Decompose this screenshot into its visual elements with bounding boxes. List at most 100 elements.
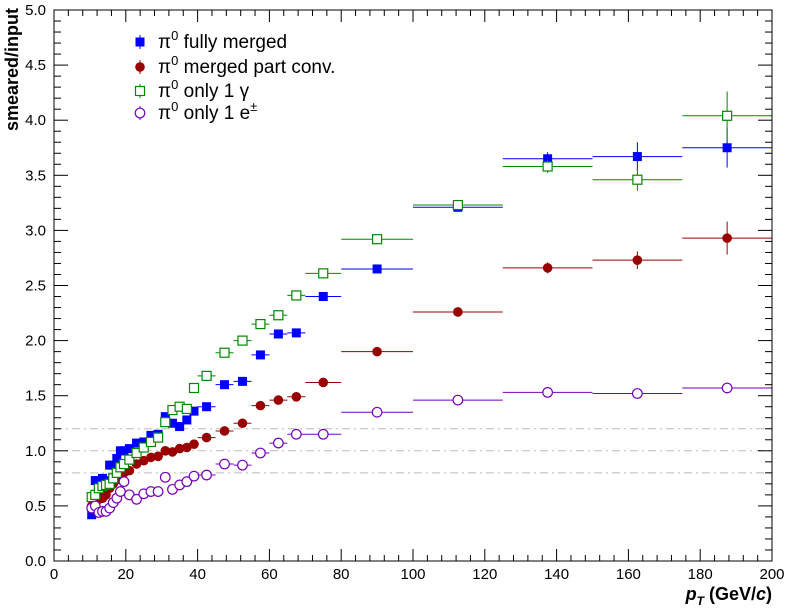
legend-label: π0 only 1 e± xyxy=(158,99,257,124)
data-point xyxy=(201,432,212,443)
data-point xyxy=(722,233,732,243)
data-point xyxy=(318,292,328,302)
data-point xyxy=(138,455,149,466)
legend-label: π0 only 1 γ xyxy=(158,77,250,102)
data-point xyxy=(118,476,130,488)
y-tick-label: 3.0 xyxy=(25,222,46,239)
y-tick-label: 2.5 xyxy=(25,278,46,295)
data-point xyxy=(722,143,732,153)
y-tick-label: 0.5 xyxy=(25,498,46,515)
data-point xyxy=(115,486,126,497)
data-point xyxy=(119,446,129,456)
data-point xyxy=(237,376,247,386)
series-0 xyxy=(87,127,772,520)
data-point xyxy=(237,418,248,429)
reference-lines xyxy=(54,428,772,474)
data-point xyxy=(542,161,553,172)
x-tick-label: 160 xyxy=(616,566,641,583)
data-point xyxy=(181,476,193,488)
data-point xyxy=(90,476,100,486)
data-point xyxy=(318,268,329,279)
data-point xyxy=(181,403,192,415)
legend-marker xyxy=(134,107,146,119)
data-point xyxy=(632,152,642,162)
data-point xyxy=(452,199,463,211)
data-point xyxy=(132,438,142,448)
data-point xyxy=(542,263,553,273)
data-point xyxy=(219,347,230,358)
data-point xyxy=(237,335,248,346)
y-tick-label: 1.5 xyxy=(25,388,46,405)
data-point xyxy=(273,310,284,321)
data-point xyxy=(174,443,185,454)
data-point xyxy=(87,510,97,520)
data-point xyxy=(139,437,149,447)
axis-ticks xyxy=(53,9,773,562)
data-point xyxy=(219,458,230,470)
legend-marker xyxy=(134,85,146,97)
series-3 xyxy=(86,382,772,518)
data-point xyxy=(290,428,302,440)
x-tick-label: 60 xyxy=(261,566,278,583)
data-point xyxy=(318,377,329,388)
data-point xyxy=(202,402,212,412)
data-point xyxy=(721,382,733,394)
y-tick-label: 4.0 xyxy=(25,112,46,129)
data-series xyxy=(86,91,772,520)
data-point xyxy=(291,290,302,301)
data-point xyxy=(153,432,164,443)
data-point xyxy=(631,388,643,399)
data-point xyxy=(167,418,177,428)
data-point xyxy=(237,459,248,471)
data-point xyxy=(112,454,122,464)
data-point xyxy=(160,446,171,456)
data-point xyxy=(146,452,156,463)
legend-label: π0 fully merged xyxy=(158,28,287,53)
data-point xyxy=(220,380,230,390)
data-point xyxy=(452,394,464,406)
x-tick-label: 180 xyxy=(688,566,713,583)
x-tick-label: 140 xyxy=(544,566,569,583)
data-point xyxy=(291,328,301,338)
data-point xyxy=(124,444,134,454)
data-point xyxy=(219,426,230,436)
data-point xyxy=(272,437,284,449)
y-tick-label: 1.0 xyxy=(25,443,46,460)
x-tick-label: 40 xyxy=(189,566,206,583)
y-axis-title: smeared/input xyxy=(2,8,22,131)
y-tick-label: 5.0 xyxy=(25,2,46,19)
data-point xyxy=(138,442,149,453)
x-axis-title: pT (GeV/c) xyxy=(685,584,772,608)
data-point xyxy=(131,447,142,459)
legend-label: π0 merged part conv. xyxy=(158,53,335,78)
data-point xyxy=(108,460,118,470)
data-point xyxy=(255,318,266,330)
x-tick-label: 20 xyxy=(117,566,134,583)
data-point xyxy=(632,255,643,265)
data-point xyxy=(372,346,382,357)
data-point xyxy=(188,382,200,394)
data-point xyxy=(201,469,212,481)
data-point xyxy=(632,174,643,185)
data-point xyxy=(175,422,185,432)
data-point xyxy=(153,451,163,462)
y-tick-label: 4.5 xyxy=(25,57,46,74)
legend-marker xyxy=(135,62,145,72)
y-tick-label: 2.0 xyxy=(25,333,46,350)
x-tick-label: 200 xyxy=(759,566,784,583)
data-point xyxy=(124,454,135,465)
data-point xyxy=(291,392,302,402)
plot-frame xyxy=(53,9,773,562)
data-point xyxy=(372,234,383,245)
x-tick-label: 120 xyxy=(472,566,497,583)
data-point xyxy=(167,447,178,457)
data-point xyxy=(372,264,382,274)
data-point xyxy=(182,415,192,425)
data-point xyxy=(722,110,733,121)
data-point xyxy=(273,395,284,405)
data-point xyxy=(160,417,171,428)
data-point xyxy=(189,406,199,416)
data-point xyxy=(453,307,463,317)
y-tick-label: 3.5 xyxy=(25,167,46,184)
